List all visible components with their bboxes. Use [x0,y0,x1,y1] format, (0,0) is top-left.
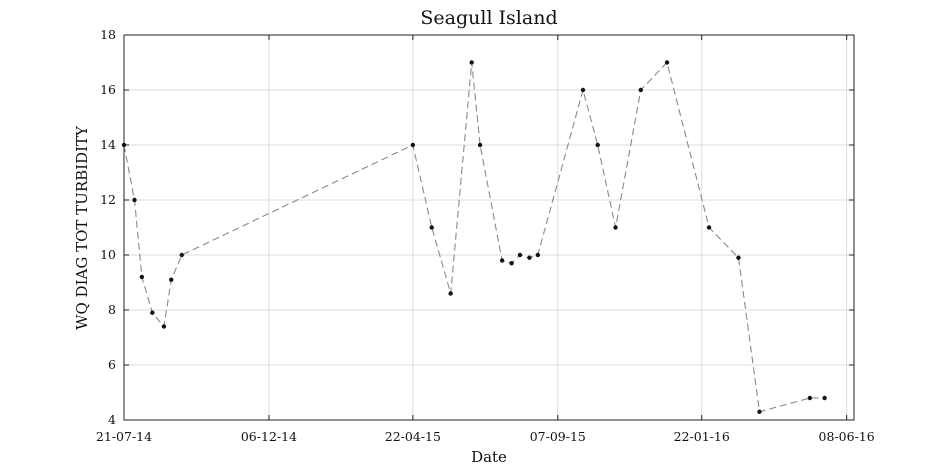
data-point [150,310,155,315]
data-point [179,252,184,258]
data-point [527,255,532,260]
data-point [595,142,600,148]
data-point [822,395,827,401]
data-point [664,60,670,65]
y-tick-label: 18 [100,27,116,42]
data-point [807,395,813,401]
data-point [429,225,434,230]
x-tick-label: 06-12-14 [241,429,297,444]
x-tick-label: 22-04-15 [385,429,441,444]
data-point [132,197,137,203]
axis-ticks: 4 6 8 10 12 14 16 18 21-07-14 06-12-14 22-04-15 07-… [96,27,875,444]
y-tick-label: 10 [100,247,116,262]
y-tick-label: 8 [108,302,116,317]
data-point [161,324,167,329]
x-tick-label: 08-06-16 [819,429,875,444]
y-tick-label: 12 [100,192,116,207]
data-point [638,87,643,93]
x-tick-label: 21-07-14 [96,429,152,444]
x-tick-label: 07-09-15 [530,429,586,444]
data-point [139,274,145,280]
grid-lines [124,35,854,420]
data-point [613,225,618,230]
y-tick-label: 16 [100,82,116,97]
chart-title: Seagull Island [420,7,557,29]
data-point [477,142,483,148]
data-point [121,142,127,148]
data-point [499,258,505,263]
y-axis-label: WQ DIAG TOT TURBIDITY [73,125,91,330]
series-layer [121,60,827,414]
plot-frame [123,34,855,421]
data-point [757,409,762,414]
x-tick-label: 22-01-16 [674,429,730,444]
data-point [736,255,741,260]
data-point [469,60,474,65]
y-tick-label: 6 [108,357,116,372]
data-point [410,142,416,148]
data-point [509,261,514,266]
y-tick-label: 4 [108,412,116,427]
data-point [448,291,453,296]
data-point [706,225,712,230]
x-axis-label: Date [471,448,507,466]
data-point [169,277,174,282]
series-line [123,61,825,413]
data-point [535,252,541,258]
y-tick-label: 14 [100,137,116,152]
data-point [517,252,523,258]
data-point [580,87,586,93]
